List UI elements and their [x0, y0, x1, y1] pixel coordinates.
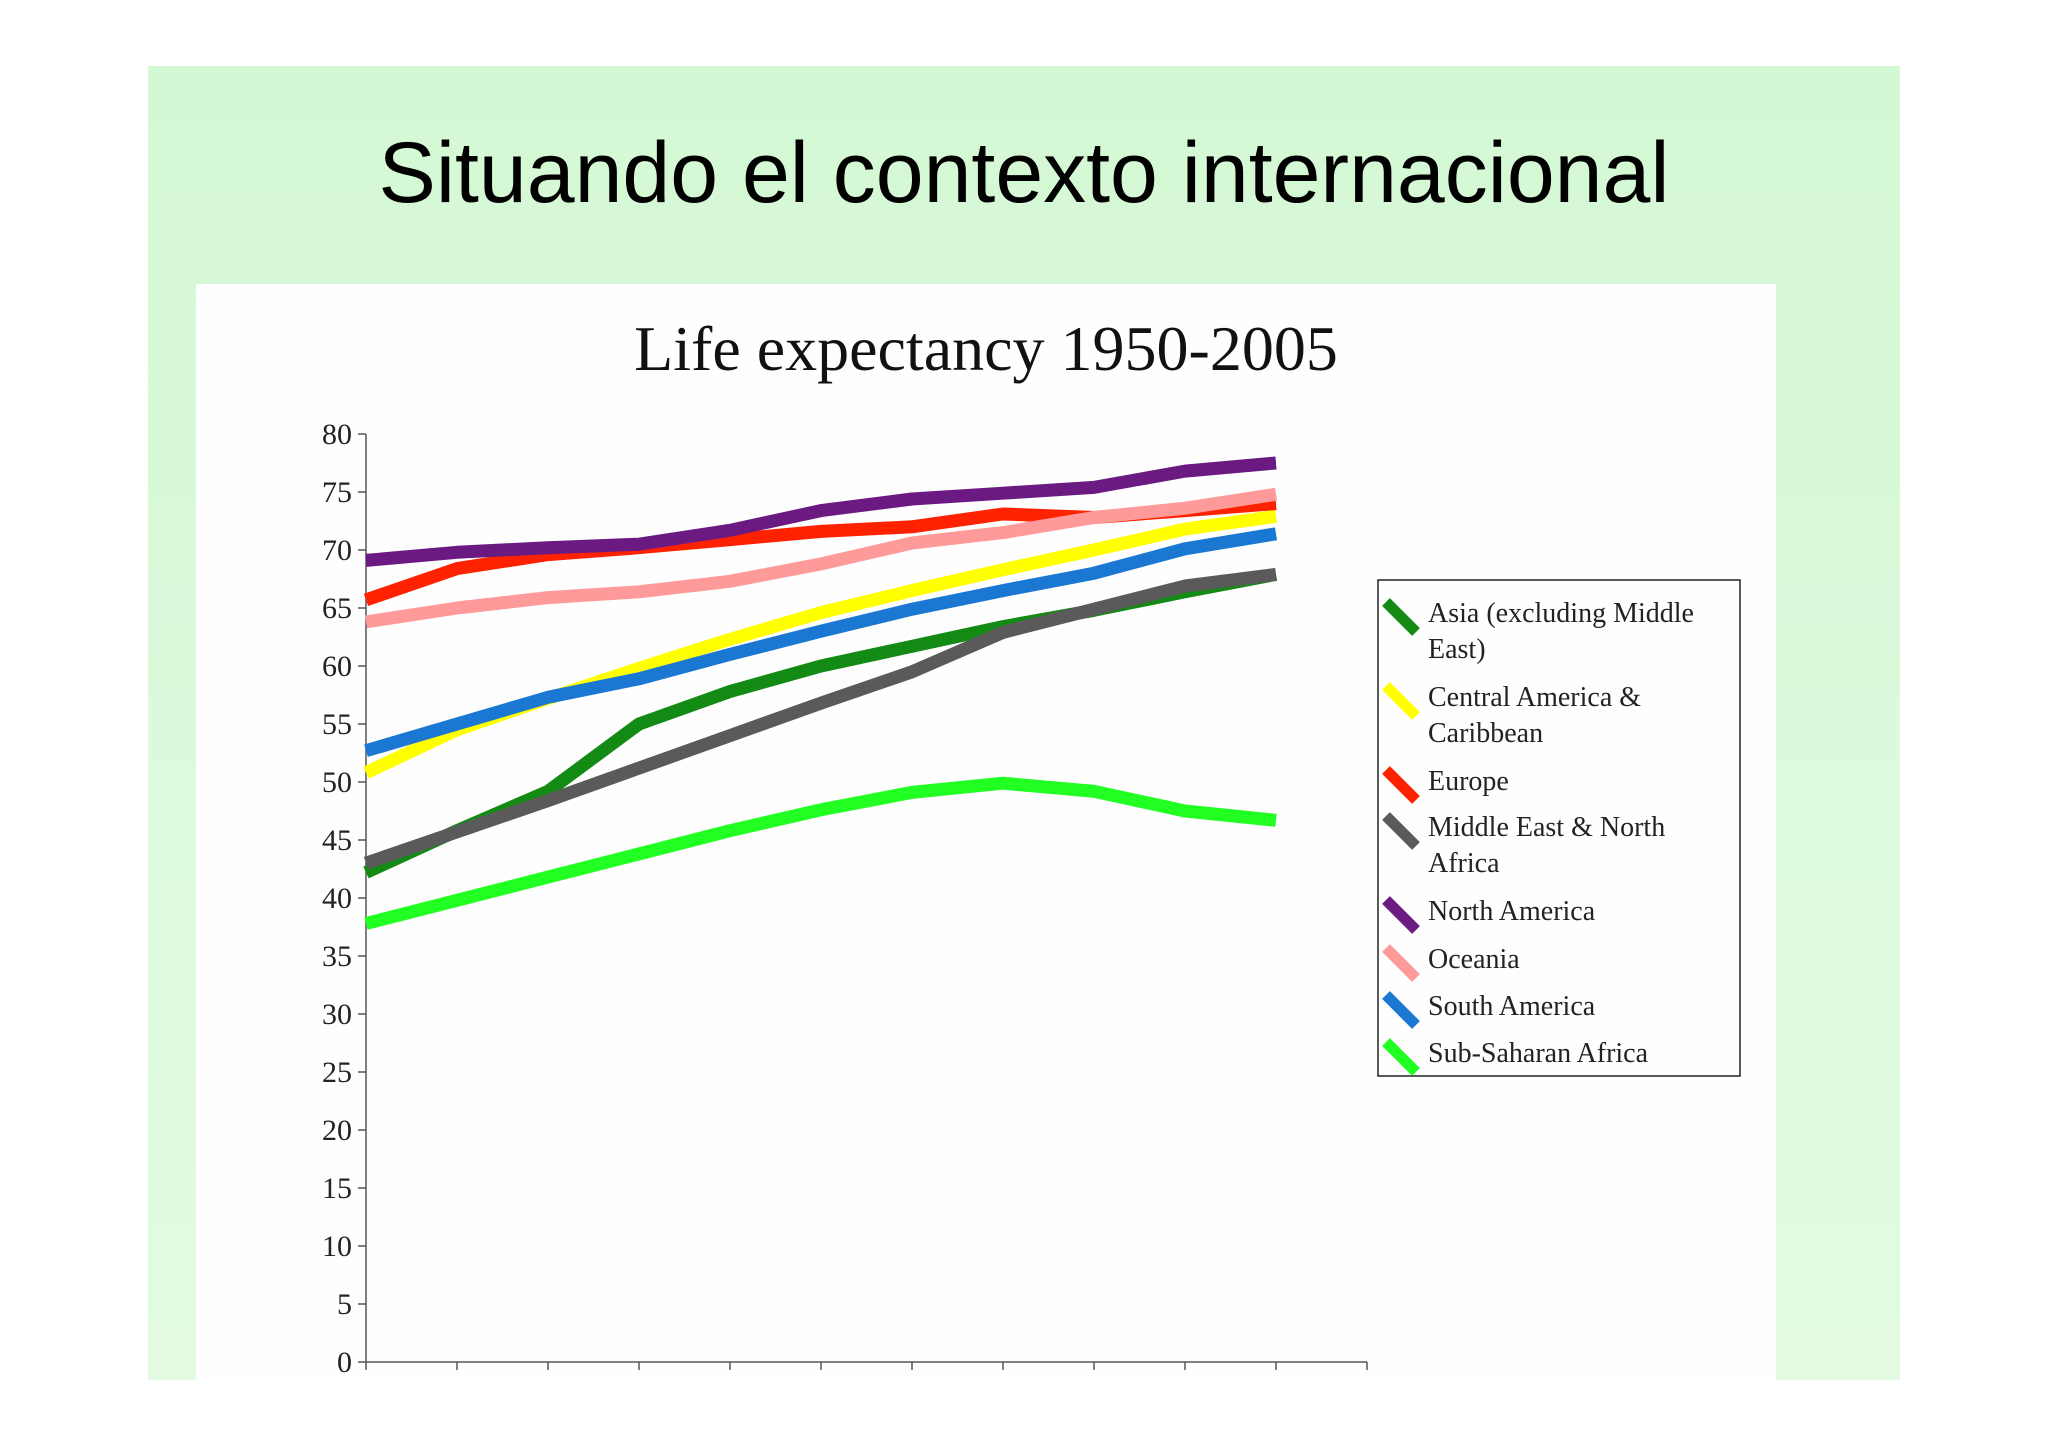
x-tick-label: 1970-1975 — [665, 1378, 795, 1380]
series-line-6 — [364, 527, 1278, 757]
y-tick-label: 25 — [322, 1056, 352, 1089]
series-line-5 — [365, 487, 1277, 629]
legend-swatch — [1382, 682, 1420, 720]
legend-label: Middle East & North Africa — [1428, 812, 1665, 879]
legend-swatch — [1382, 1038, 1420, 1076]
x-tick-label: 2000-2005 — [1211, 1378, 1341, 1380]
legend-swatch — [1382, 991, 1420, 1029]
y-tick-label: 70 — [322, 534, 352, 567]
legend-swatch — [1382, 812, 1420, 850]
legend-label: Europe — [1428, 766, 1509, 797]
y-tick-label: 50 — [322, 766, 352, 799]
legend-label: South America — [1428, 991, 1596, 1022]
slide-background: Situando el contexto internacional Life … — [148, 66, 1900, 1380]
series-line-4 — [365, 456, 1277, 567]
y-tick-label: 60 — [322, 650, 352, 683]
y-tick-label: 15 — [322, 1172, 352, 1205]
x-tick-label: 1960-1965 — [483, 1378, 613, 1380]
y-tick-label: 30 — [322, 998, 352, 1031]
y-tick-label: 40 — [322, 882, 352, 915]
legend-swatch — [1382, 766, 1420, 804]
y-tick-label: 35 — [322, 940, 352, 973]
legend-label: Asia (excluding Middle East) — [1428, 598, 1694, 665]
y-tick-label: 55 — [322, 708, 352, 741]
legend-box — [1377, 579, 1741, 1077]
chart-title: Life expectancy 1950-2005 — [634, 313, 1338, 384]
y-tick-label: 75 — [322, 476, 352, 509]
legend-swatch — [1382, 944, 1420, 982]
chart-panel: Life expectancy 1950-2005 0 5 10 15 20 25 30 35 4… — [196, 284, 1776, 1380]
legend-label: North America — [1428, 896, 1596, 927]
y-tick-label: 20 — [322, 1114, 352, 1147]
x-tick-label: 1980-1985 — [847, 1378, 977, 1380]
x-tick-label: 1950-1955 — [301, 1378, 431, 1380]
slide-title: Situando el contexto internacional — [378, 125, 1670, 221]
y-tick-label: 5 — [337, 1288, 352, 1321]
series-line-7 — [364, 776, 1277, 930]
legend-swatch — [1382, 598, 1420, 636]
legend-label: Sub-Saharan Africa — [1428, 1038, 1649, 1069]
series-line-3 — [363, 567, 1277, 870]
x-tick-label: 1990-1995 — [1029, 1378, 1159, 1380]
y-tick-label: 0 — [337, 1346, 352, 1379]
y-tick-label: 10 — [322, 1230, 352, 1263]
legend-label: Central America & Caribbean — [1428, 682, 1641, 749]
legend-label: Oceania — [1428, 944, 1520, 975]
y-tick-label: 45 — [322, 824, 352, 857]
y-tick-label: 65 — [322, 592, 352, 625]
life-expectancy-chart: Life expectancy 1950-2005 0 5 10 15 20 25 30 35 4… — [301, 313, 1741, 1380]
legend-swatch — [1382, 896, 1420, 934]
y-tick-label: 80 — [322, 418, 352, 451]
